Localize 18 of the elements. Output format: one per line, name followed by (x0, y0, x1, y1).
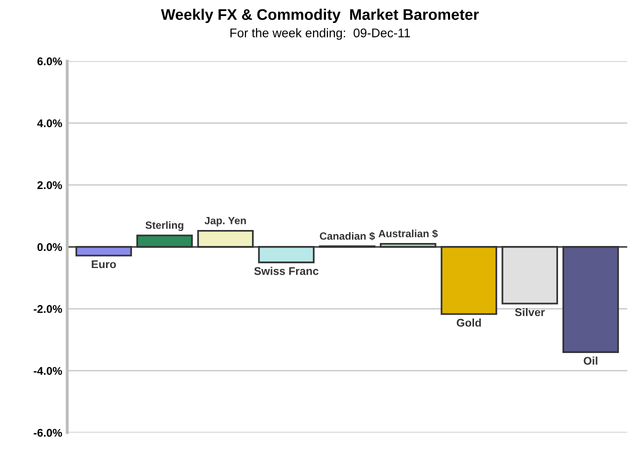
x-tick-label: Australian $ (378, 229, 438, 238)
x-tick-label: Jap. Yen (204, 217, 246, 226)
x-tick-label: Sterling (146, 221, 184, 231)
x-tick-label: Euro (92, 260, 116, 268)
y-tick-label: 6.0% (37, 57, 62, 66)
x-tick-label: Oil (584, 356, 598, 365)
x-tick-label: Silver (514, 308, 545, 316)
chart-title: Weekly FX & Commodity Market Barometer (160, 8, 479, 23)
x-tick-label: Swiss Franc (254, 266, 318, 275)
y-tick-label: 4.0% (37, 119, 62, 128)
chart-subtitle: For the week ending: 09-Dec-11 (230, 28, 410, 40)
y-tick-label: -6.0% (34, 428, 62, 437)
y-tick-label: -4.0% (34, 366, 62, 375)
x-tick-label: Canadian $ (320, 232, 375, 240)
y-tick-label: -2.0% (34, 305, 62, 313)
y-tick-label: 0.0% (37, 243, 62, 252)
y-tick-label: 2.0% (37, 181, 62, 190)
x-tick-label: Gold (456, 318, 481, 327)
